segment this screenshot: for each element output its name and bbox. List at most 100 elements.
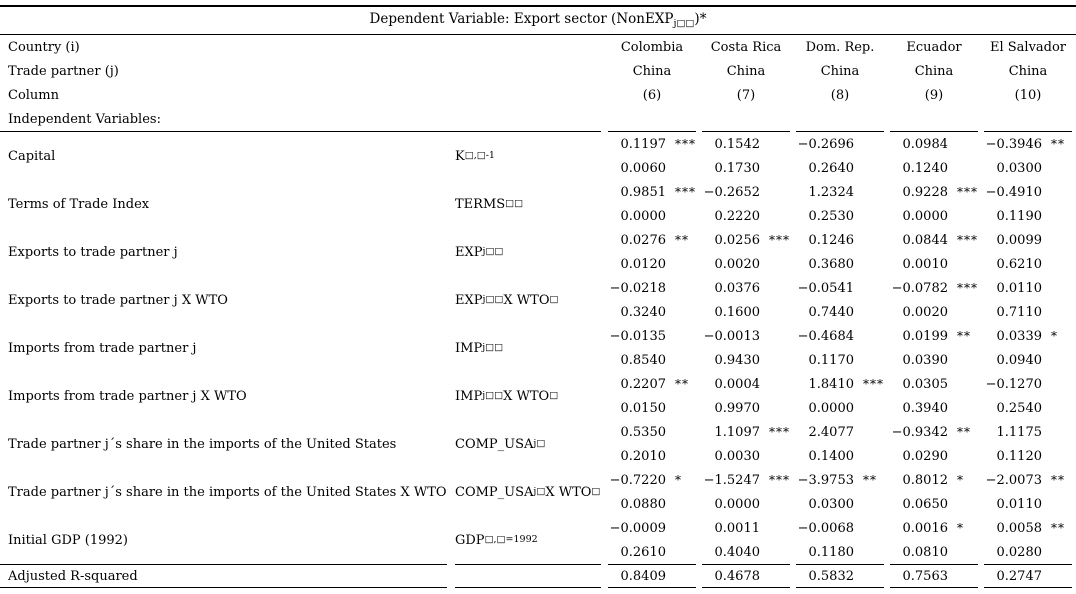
coefficient-line: 0.0376 xyxy=(702,276,796,300)
data-column: −0.2652 0.2220 xyxy=(702,180,796,228)
coefficient-line: −0.1270 xyxy=(984,372,1076,396)
coefficient-line: −2.0073 ** xyxy=(984,468,1076,492)
coefficient-line: 0.8012 * xyxy=(890,468,984,492)
table-title-row: Dependent Variable: Export sector (NonEX… xyxy=(0,7,1076,34)
coefficient-line: −0.2652 xyxy=(702,180,796,204)
pvalue-line: 0.0000 xyxy=(890,204,984,228)
significance-stars: ** xyxy=(675,377,689,391)
coefficient-line: 0.0276 ** xyxy=(608,228,702,252)
p-value: 0.0810 xyxy=(902,544,949,560)
col-partner: China xyxy=(726,63,766,79)
p-value: 0.0120 xyxy=(620,256,667,272)
symbol-base: IMP xyxy=(455,388,483,404)
coefficient-value: 0.0099 xyxy=(996,232,1043,248)
coefficient-line: 1.2324 xyxy=(796,180,890,204)
pvalue-line: 0.3940 xyxy=(890,396,984,420)
pvalue-line: 0.0060 xyxy=(608,156,702,180)
pvalue-line: 0.1240 xyxy=(890,156,984,180)
p-value: 0.1730 xyxy=(714,160,761,176)
data-column: 0.0844 *** 0.0010 xyxy=(890,228,984,276)
significance-stars: ** xyxy=(1051,521,1065,535)
coefficient-line: 0.0984 xyxy=(890,132,984,156)
pvalue-line: 0.6210 xyxy=(984,252,1076,276)
coefficient-value: 0.0305 xyxy=(902,376,949,392)
coefficient-value: −0.9342 xyxy=(891,424,948,440)
symbol-base: IMP xyxy=(455,340,483,356)
coefficient-value: −0.4684 xyxy=(797,328,854,344)
col-partner: China xyxy=(632,63,672,79)
data-column: 0.8012 * 0.0650 xyxy=(890,468,984,516)
col-number: (6) xyxy=(642,87,662,103)
coefficient-value: 0.0058 xyxy=(996,520,1043,536)
p-value: 0.2610 xyxy=(620,544,667,560)
p-value: 0.1190 xyxy=(996,208,1043,224)
pvalue-line: 0.4040 xyxy=(702,540,796,564)
coefficient-line: 0.0011 xyxy=(702,516,796,540)
symbol-subscript-2: □ xyxy=(549,294,559,306)
data-column: −1.5247 *** 0.0000 xyxy=(702,468,796,516)
variable-row: Imports from trade partner j IMP j□□ −0.0… xyxy=(0,324,1076,372)
pvalue-line: 0.0290 xyxy=(890,444,984,468)
data-column: 0.9228 *** 0.0000 xyxy=(890,180,984,228)
variable-symbol: K □,□-1 xyxy=(455,132,608,180)
symbol-base-2: X WTO xyxy=(503,388,550,404)
coefficient-value: 0.0276 xyxy=(620,232,667,248)
coefficient-line: 0.0844 *** xyxy=(890,228,984,252)
pvalue-line: 0.9970 xyxy=(702,396,796,420)
coefficient-value: 0.0376 xyxy=(714,280,761,296)
p-value: 0.0000 xyxy=(902,208,949,224)
variable-symbol: GDP □,□=1992 xyxy=(455,516,608,564)
pvalue-line: 0.0000 xyxy=(608,204,702,228)
p-value: 0.9430 xyxy=(714,352,761,368)
coefficient-line: −0.0782 *** xyxy=(890,276,984,300)
data-column: 1.1175 0.1120 xyxy=(984,420,1076,468)
coefficient-line: 0.0305 xyxy=(890,372,984,396)
data-column: −0.0782 *** 0.0020 xyxy=(890,276,984,324)
r-squared-value: 0.4678 xyxy=(714,568,761,584)
p-value: 0.0000 xyxy=(714,496,761,512)
symbol-base-2: X WTO xyxy=(503,292,550,308)
symbol-subscript-2: □ xyxy=(549,390,559,402)
pvalue-line: 0.1730 xyxy=(702,156,796,180)
coefficient-value: 0.9228 xyxy=(902,184,949,200)
r-squared-cell: 0.5832 xyxy=(796,570,890,583)
stars-spacer xyxy=(948,570,984,583)
variable-row: Exports to trade partner j EXP j□□ 0.0276… xyxy=(0,228,1076,276)
coefficient-value: −0.0009 xyxy=(609,520,666,536)
pvalue-line: 0.3680 xyxy=(796,252,890,276)
p-value: 0.2640 xyxy=(808,160,855,176)
pvalue-line: 0.0020 xyxy=(890,300,984,324)
r-squared-cell: 0.7563 xyxy=(890,570,984,583)
data-column: −0.0218 0.3240 xyxy=(608,276,702,324)
coefficient-line: 0.0110 xyxy=(984,276,1076,300)
coefficient-line: −0.4684 xyxy=(796,324,890,348)
pvalue-line: 0.0880 xyxy=(608,492,702,516)
col-number: (9) xyxy=(924,87,944,103)
independent-variables-label: Independent Variables: xyxy=(8,111,161,127)
significance-stars: *** xyxy=(769,233,790,247)
coefficient-line: 0.1246 xyxy=(796,228,890,252)
coefficient-value: 0.0844 xyxy=(902,232,949,248)
significance-stars: *** xyxy=(863,377,884,391)
p-value: 0.0060 xyxy=(620,160,667,176)
variable-label: Imports from trade partner j X WTO xyxy=(8,388,247,404)
top-rule xyxy=(0,5,1076,7)
significance-stars: ** xyxy=(957,425,971,439)
data-column: −0.0541 0.7440 xyxy=(796,276,890,324)
data-column: 0.0016 * 0.0810 xyxy=(890,516,984,564)
symbol-base: GDP xyxy=(455,532,485,548)
coefficient-value: 1.2324 xyxy=(808,184,855,200)
coefficient-value: −0.2696 xyxy=(797,136,854,152)
symbol-subscript: □□ xyxy=(505,198,524,210)
variable-row: Trade partner j´s share in the imports o… xyxy=(0,468,1076,516)
data-column: 0.0004 0.9970 xyxy=(702,372,796,420)
header-row-partner: Trade partner (j) China China China Chin… xyxy=(0,59,1076,83)
stars-spacer xyxy=(854,570,890,583)
symbol-subscript: j□□ xyxy=(482,294,504,306)
coefficient-line: −0.0135 xyxy=(608,324,702,348)
variable-label: Imports from trade partner j xyxy=(8,340,197,356)
coefficient-value: −0.0541 xyxy=(797,280,854,296)
data-column: 0.0984 0.1240 xyxy=(890,132,984,180)
coefficient-value: 0.1542 xyxy=(714,136,761,152)
